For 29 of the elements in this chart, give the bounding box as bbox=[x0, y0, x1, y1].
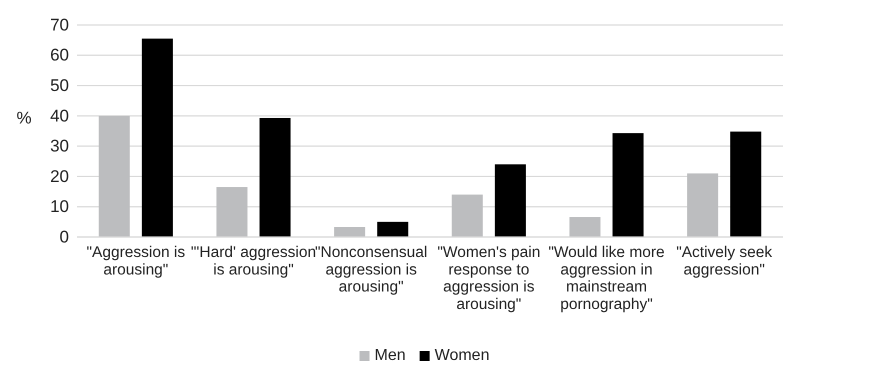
bar bbox=[334, 227, 366, 237]
legend-label: Women bbox=[434, 347, 490, 364]
y-tick-label: 40 bbox=[50, 106, 69, 126]
x-tick-label: "Nonconsensual aggression is arousing" bbox=[314, 244, 428, 296]
y-tick-label: 10 bbox=[50, 197, 69, 216]
bar bbox=[452, 194, 483, 237]
bar bbox=[260, 118, 291, 237]
bar bbox=[494, 164, 526, 237]
y-tick-label: 60 bbox=[50, 46, 69, 65]
bar bbox=[216, 187, 248, 237]
y-tick-label: 50 bbox=[50, 76, 69, 96]
bar bbox=[687, 173, 718, 237]
legend-label: Men bbox=[374, 347, 406, 364]
bar bbox=[142, 38, 173, 237]
x-tick-label: "'Hard' aggression is arousing" bbox=[190, 244, 316, 278]
bar bbox=[98, 116, 130, 237]
y-tick-label: 30 bbox=[50, 136, 69, 156]
x-tick-label: "Would like more aggression in mainstream pornography" bbox=[548, 244, 665, 314]
bar bbox=[730, 132, 762, 237]
bar bbox=[612, 133, 644, 237]
bar bbox=[569, 217, 600, 237]
y-axis-title: % bbox=[16, 108, 32, 128]
y-tick-label: 0 bbox=[60, 227, 69, 246]
x-tick-label: "Women's pain response to aggression is arousing" bbox=[437, 244, 540, 314]
x-tick-label: "Aggression is arousing" bbox=[86, 244, 186, 278]
bar bbox=[377, 222, 408, 237]
y-tick-label: 70 bbox=[50, 15, 69, 34]
y-tick-label: 20 bbox=[50, 166, 69, 186]
x-tick-label: "Actively seek aggression" bbox=[676, 244, 772, 278]
